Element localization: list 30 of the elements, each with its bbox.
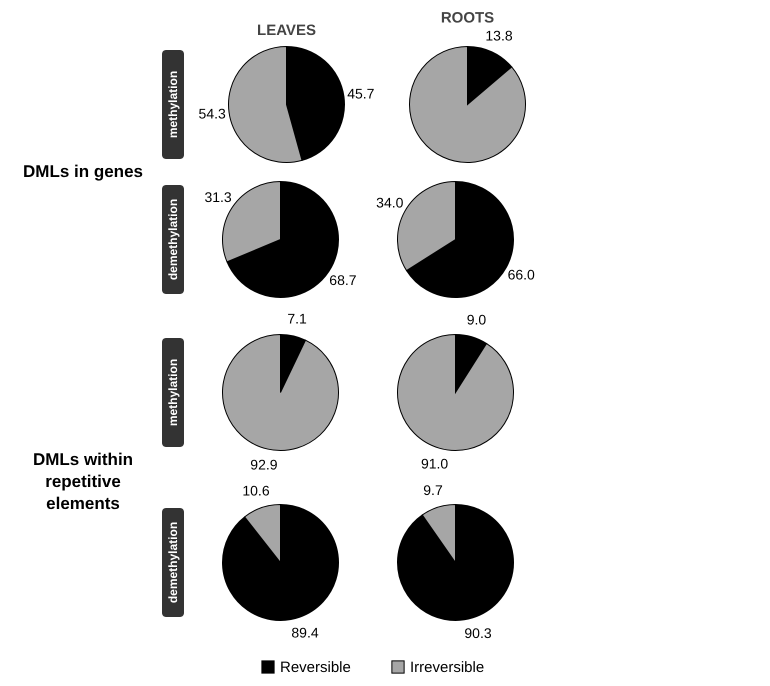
text: demethylation xyxy=(166,522,180,604)
data-label: 91.0 xyxy=(420,456,448,472)
data-label: 10.6 xyxy=(242,482,270,499)
pie-slice xyxy=(409,46,526,163)
legend-label: Reversible xyxy=(280,659,351,676)
text: methylation xyxy=(166,358,180,426)
text: DMLs within repetitive elements xyxy=(32,450,134,513)
data-label: 90.3 xyxy=(464,625,492,642)
chart-title: LEAVES xyxy=(257,22,316,39)
data-label: 66.0 xyxy=(508,266,536,283)
pie-slice xyxy=(397,504,514,621)
text: demethylation xyxy=(166,198,180,280)
data-label: 31.3 xyxy=(204,188,232,205)
data-label: 68.7 xyxy=(329,272,357,288)
data-label: 89.4 xyxy=(291,624,319,640)
pie-slice xyxy=(397,334,514,451)
legend-label: Irreversible xyxy=(410,659,484,676)
data-label: 45.7 xyxy=(347,85,375,102)
data-label: 34.0 xyxy=(376,194,404,210)
text: methylation xyxy=(166,70,180,138)
chart-title: ROOTS xyxy=(440,9,494,26)
data-label: 54.3 xyxy=(198,106,226,122)
pie-slice xyxy=(222,504,339,621)
data-label: 92.9 xyxy=(250,456,278,473)
data-label: 7.1 xyxy=(287,310,308,326)
data-label: 9.0 xyxy=(466,311,486,328)
text: DMLs in genes xyxy=(23,162,143,181)
data-label: 13.8 xyxy=(485,27,513,44)
pie-slice xyxy=(222,334,339,451)
data-label: 9.7 xyxy=(423,482,443,498)
